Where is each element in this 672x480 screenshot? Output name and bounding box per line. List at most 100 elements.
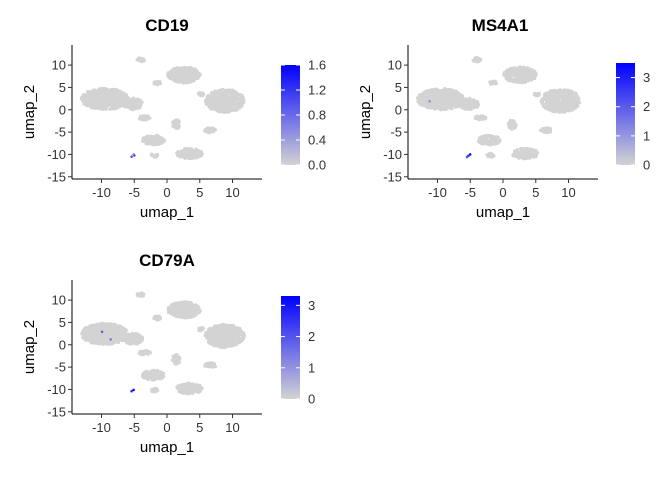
cell-point [176, 118, 180, 122]
cell-point [114, 90, 118, 94]
cell-point [207, 127, 211, 132]
cell-point [122, 329, 126, 333]
y-tick-label: 5 [395, 80, 402, 95]
cell-point [542, 126, 546, 131]
cell-point [87, 100, 91, 104]
cell-point [96, 93, 100, 97]
cell-point [124, 334, 128, 338]
cell-point [132, 335, 136, 339]
cell-point [196, 76, 200, 80]
cell-point [111, 96, 115, 100]
cell-point [210, 107, 215, 111]
y-tick-label: 10 [52, 58, 66, 73]
y-tick-label: 0 [59, 102, 66, 117]
cell-point [100, 87, 105, 91]
cell-point [495, 140, 500, 144]
cell-point [491, 139, 495, 144]
cell-point [128, 332, 132, 337]
y-tick-label: 5 [59, 80, 66, 95]
cell-point [214, 107, 219, 111]
cell-point [467, 105, 471, 109]
cell-point [109, 335, 113, 339]
cell-point [444, 93, 448, 97]
cell-point [206, 94, 210, 98]
y-tick-label: -5 [390, 125, 402, 140]
cell-point [103, 330, 107, 334]
cell-point [195, 148, 199, 152]
cell-point [562, 88, 566, 92]
color-scale-bar [616, 63, 635, 165]
cell-point [216, 97, 220, 101]
cell-point [173, 68, 177, 72]
cell-point [88, 97, 92, 101]
y-tick-label: -5 [54, 125, 66, 140]
cell-point [524, 74, 528, 78]
cell-point [115, 331, 119, 335]
cell-point [233, 94, 237, 98]
cell-point [156, 315, 160, 319]
cell-point [99, 90, 103, 95]
y-tick-label: 10 [388, 58, 402, 73]
cell-point [142, 137, 147, 141]
cell-point [131, 103, 135, 107]
cell-point [94, 104, 99, 108]
cell-point [182, 65, 186, 69]
cell-point [188, 66, 192, 70]
cell-point [567, 95, 572, 99]
cell-point [176, 126, 180, 130]
cell-point [114, 88, 118, 92]
cell-point [154, 153, 158, 157]
cell-point [442, 97, 446, 101]
cell-point [464, 97, 468, 101]
plot-title: MS4A1 [472, 16, 529, 35]
cell-point [149, 153, 153, 157]
cell-point [202, 92, 206, 96]
cell-point [507, 125, 511, 130]
cell-point [425, 100, 429, 104]
cell-point [112, 336, 117, 340]
cell-point [449, 106, 454, 111]
legend-tick-label: 0.0 [308, 158, 326, 173]
cell-point [83, 103, 87, 107]
cell-point [447, 96, 451, 100]
cell-points [80, 291, 246, 396]
cell-point [122, 103, 126, 107]
expressing-cell-point [465, 155, 469, 159]
y-axis-label: umap_2 [21, 85, 38, 139]
cell-point [109, 102, 113, 106]
cell-point [503, 70, 507, 75]
cell-point [116, 103, 120, 107]
cell-point [205, 99, 209, 103]
cell-point [220, 97, 224, 101]
cell-point [211, 100, 215, 105]
cell-point [174, 74, 178, 78]
cell-point [223, 108, 227, 113]
y-tick-label: -15 [383, 169, 402, 184]
cell-point [549, 127, 553, 131]
cell-point [520, 70, 524, 74]
cell-point [509, 74, 513, 78]
cell-point [541, 104, 545, 108]
x-tick-label: -5 [464, 185, 476, 200]
cell-point [186, 148, 190, 152]
cell-point [526, 147, 530, 151]
cell-point [542, 97, 546, 101]
cell-point [439, 95, 443, 100]
cell-point [527, 75, 532, 79]
cell-point [104, 339, 108, 343]
cell-point [494, 80, 498, 84]
y-axis-label: umap_2 [357, 85, 374, 139]
cell-point [445, 90, 450, 94]
cell-point [480, 115, 484, 119]
cell-point [181, 310, 185, 314]
cell-point [153, 82, 157, 86]
legend-tick-label: 1 [643, 128, 650, 143]
cell-point [121, 326, 125, 330]
cell-point [570, 97, 574, 101]
cell-point [106, 88, 110, 92]
cell-point [128, 106, 132, 110]
cell-point [428, 94, 432, 98]
cell-point [135, 104, 139, 108]
cell-point [89, 340, 93, 344]
cell-point [140, 100, 144, 104]
